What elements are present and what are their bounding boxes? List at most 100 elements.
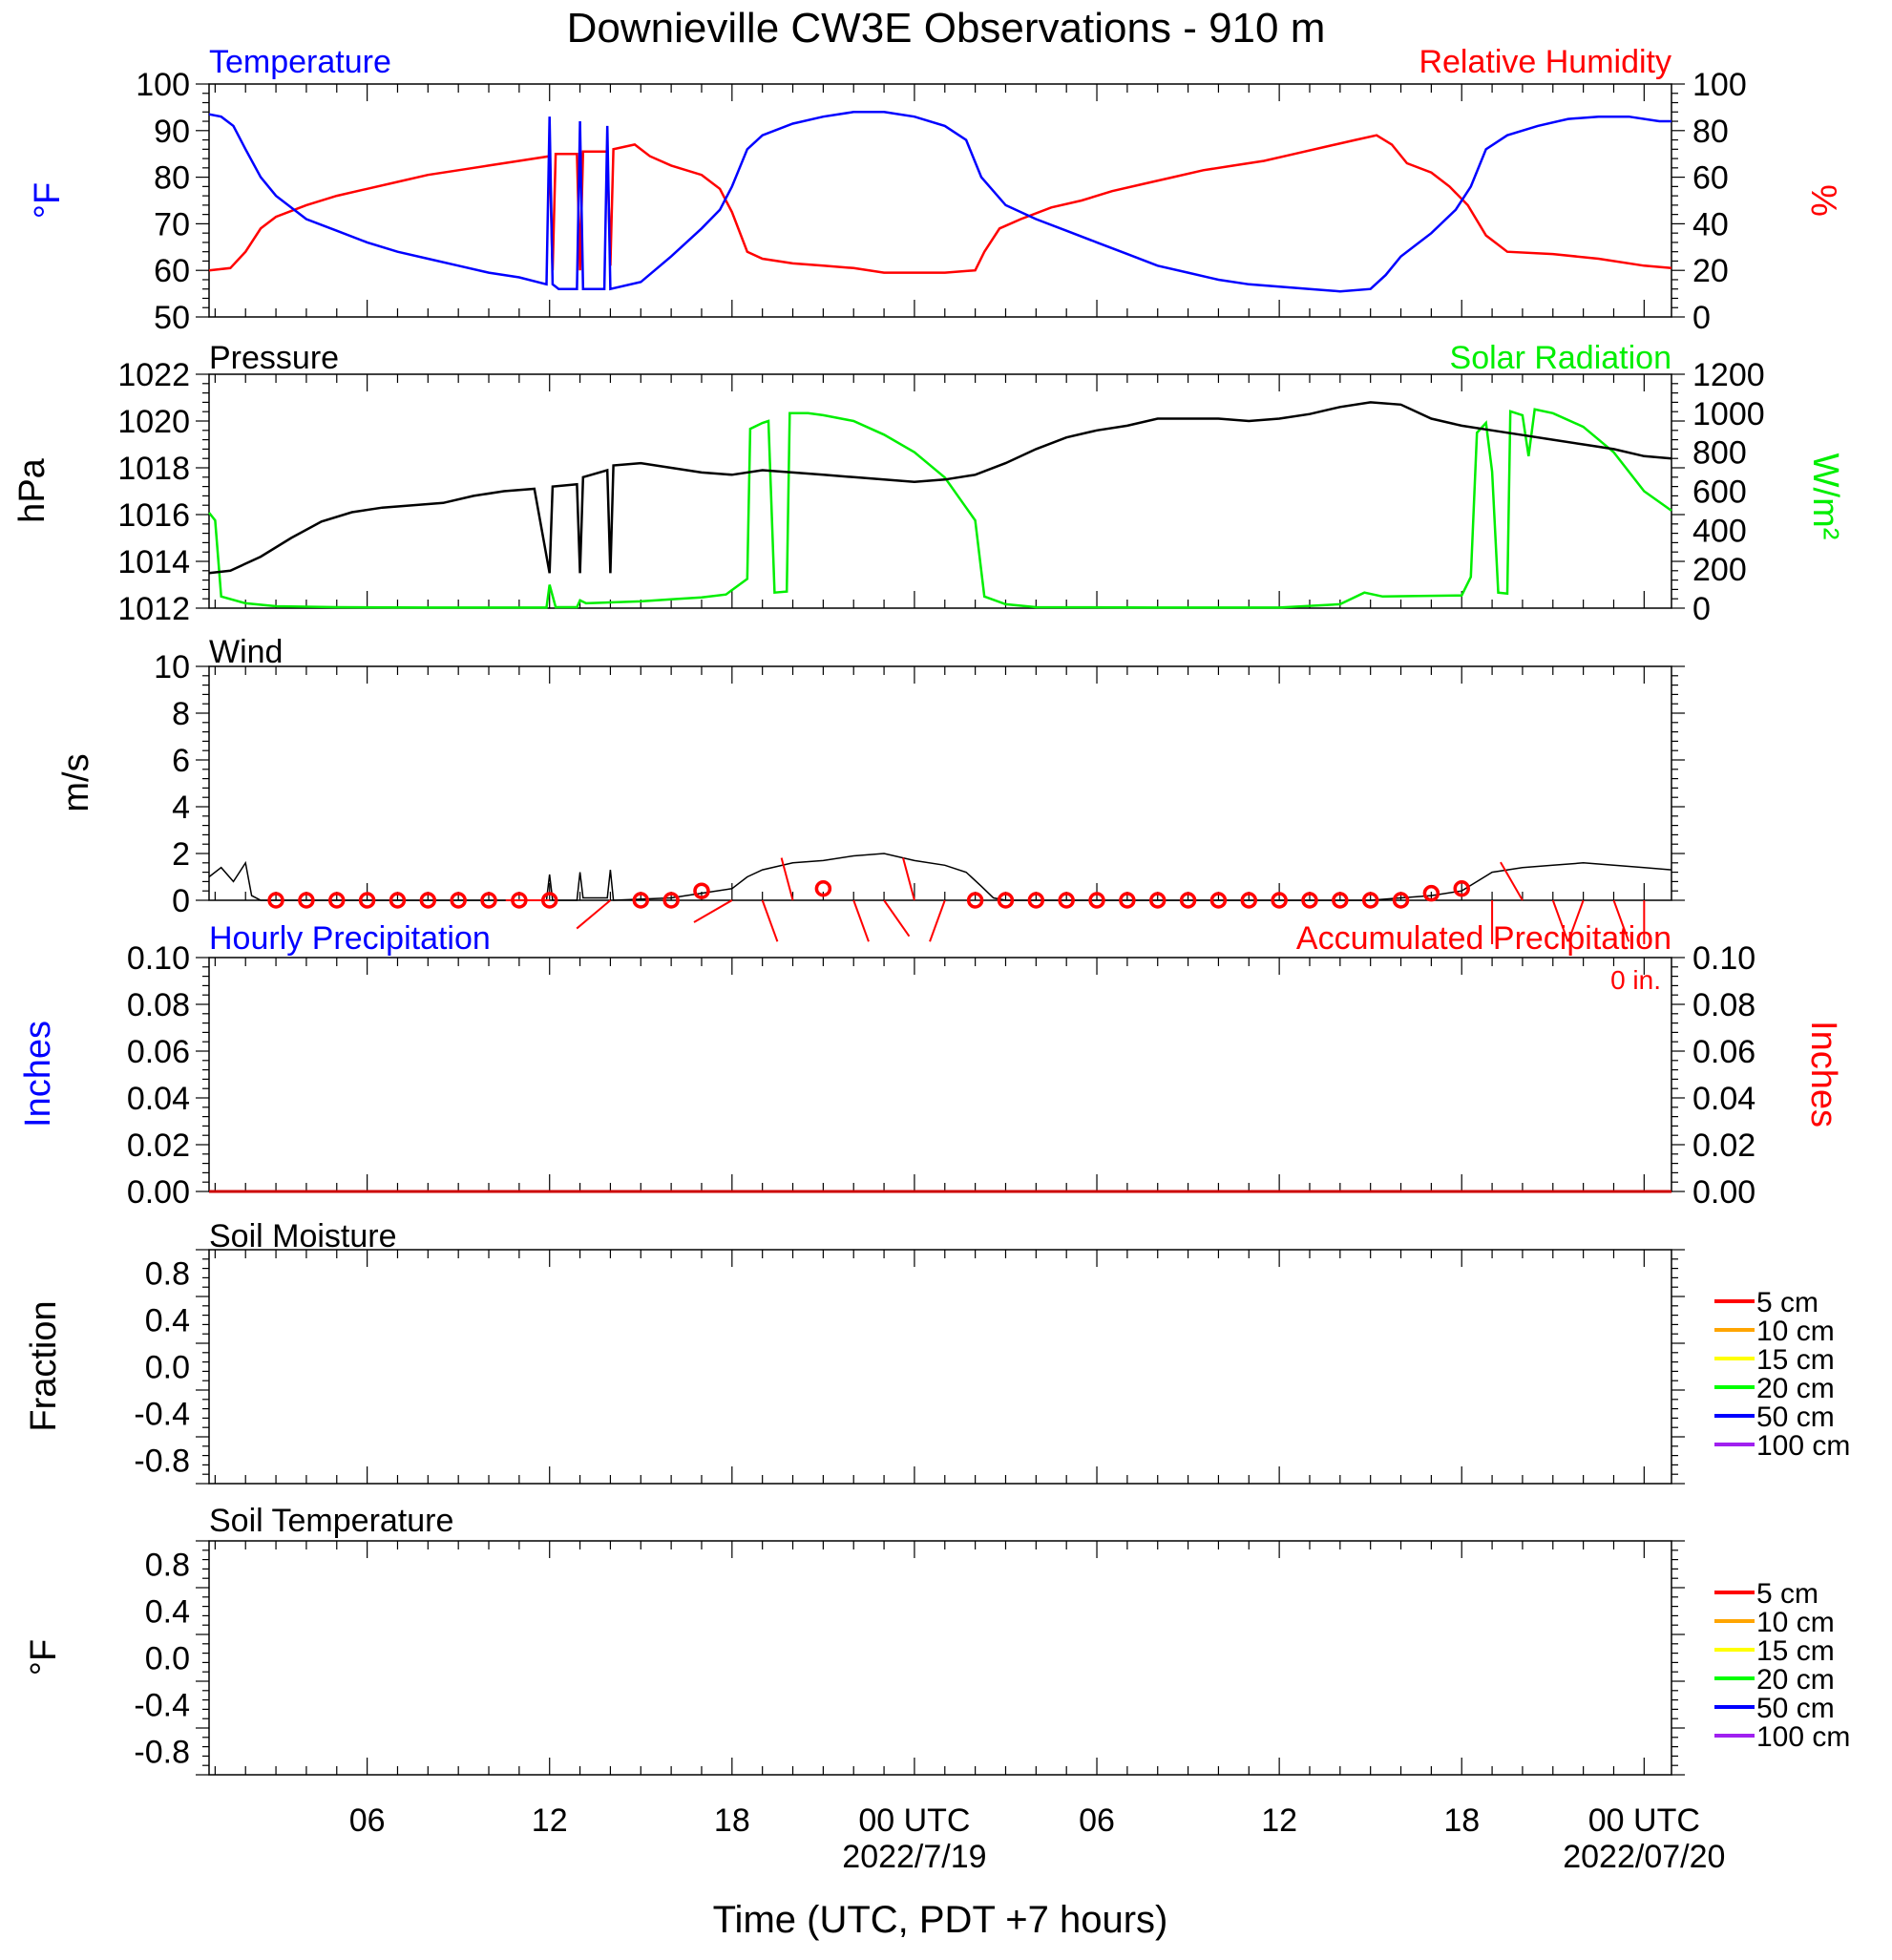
wind-tick-label: 2 [172,836,190,873]
soil-moisture-tick-label: 0.4 [145,1303,190,1339]
temperature-humidity-panel: Temperature Relative Humidity °F % 50 60 7… [28,44,1843,336]
precipitation-panel: Hourly Precipitation Accumulated Precipi… [18,920,1843,1211]
wind-tick-label: 8 [172,696,190,732]
humidity-tick-labels: 0 20 40 60 80 100 [1692,67,1747,336]
wind-tick-labels: 0 2 4 6 8 10 [154,649,190,919]
x-tick-label: 18 [1443,1802,1480,1839]
legend-label: 10 cm [1756,1316,1835,1347]
calm-wind-circle [662,892,680,909]
precipitation-plot-frame [208,957,1672,1192]
pressure-tick-labels: 1012 1014 1016 1018 1020 1022 [117,357,190,627]
temperature-ylabel: °F [28,182,68,219]
hourly-precip-tick-label: 0.06 [127,1034,190,1070]
soil-moisture-tick-label: -0.8 [134,1444,190,1480]
calm-wind-circle [298,892,315,909]
soil-temperature-title: Soil Temperature [209,1503,453,1539]
pressure-tick-label: 1020 [117,404,190,440]
hourly-precip-tick-label: 0.04 [127,1081,190,1117]
calm-wind-circle [480,892,497,909]
wind-title: Wind [209,634,283,670]
wind-barbs [267,857,1646,944]
x-axis-label: Time (UTC, PDT +7 hours) [713,1899,1168,1941]
calm-wind-circle [1027,892,1045,909]
accum-precip-tick-label: 0.06 [1692,1034,1755,1070]
legend-label: 100 cm [1756,1721,1850,1753]
legend-label: 20 cm [1756,1664,1835,1696]
wind-tick-label: 4 [172,790,190,826]
soil-moisture-tick-label: 0.8 [145,1256,190,1293]
pressure-line [208,401,1672,575]
solar-tick-label: 200 [1692,552,1747,588]
calm-wind-circle [328,892,346,909]
soil-moisture-panel: Soil Moisture Fraction -0.8 -0.4 0.0 0.4 0.8… [24,1218,1850,1485]
calm-wind-circle [632,892,650,909]
humidity-title: Relative Humidity [1419,44,1671,80]
hourly-precip-title: Hourly Precipitation [209,920,491,957]
hourly-precip-tick-label: 0.10 [127,940,190,977]
calm-wind-circle [450,892,467,909]
accum-precip-title: Accumulated Precipitation [1296,920,1671,957]
light-wind-circle [693,882,710,899]
soil-temperature-tick-marks [196,1540,1685,1776]
x-tick-label: 06 [349,1802,386,1839]
temperature-tick-label: 70 [154,206,190,242]
soil-moisture-tick-label: 0.0 [145,1350,190,1386]
temperature-tick-label: 60 [154,253,190,289]
calm-wind-circle [419,892,437,909]
soil-temperature-panel: Soil Temperature °F -0.8 -0.4 0.0 0.4 0.8 5 … [24,1503,1850,1776]
calm-wind-circle [966,892,984,909]
pressure-tick-marks [196,373,1685,609]
wind-barb [1566,899,1585,942]
legend-label: 15 cm [1756,1344,1835,1376]
calm-wind-circle [1119,892,1136,909]
solar-title: Solar Radiation [1450,340,1671,376]
figure-title: Downieville CW3E Observations - 910 m [567,5,1326,52]
calm-wind-circle [1088,892,1105,909]
relative-humidity-line [208,134,1672,274]
pressure-ylabel: hPa [12,457,53,522]
accum-precip-tick-label: 0.08 [1692,987,1755,1023]
temperature-tick-label: 90 [154,114,190,150]
soil-moisture-tick-marks [196,1249,1685,1485]
x-tick-date-label: 2022/7/19 [842,1839,986,1875]
calm-wind-circle [1392,892,1410,909]
temperature-line [208,111,1671,293]
humidity-tick-label: 60 [1692,160,1729,197]
x-tick-date-label: 2022/07/20 [1563,1839,1725,1875]
legend-label: 15 cm [1756,1635,1835,1667]
pressure-solar-panel: Pressure Solar Radiation hPa W/m² 101210… [12,340,1845,627]
legend-label: 50 cm [1756,1693,1835,1724]
humidity-tick-label: 0 [1692,300,1711,336]
wind-barb [929,899,946,942]
wind-barb [902,857,915,901]
calm-wind-circle [1148,892,1167,909]
calm-wind-circle [997,892,1015,909]
pressure-tick-label: 1014 [117,544,190,580]
wind-tick-marks [196,665,1685,901]
calm-wind-circle [1240,892,1258,909]
solar-tick-label: 600 [1692,474,1747,511]
calm-wind-circle [267,892,284,909]
calm-wind-circle [389,892,407,909]
accum-precip-tick-label: 0.04 [1692,1081,1755,1117]
x-tick-label: 00 UTC [1588,1802,1700,1839]
soil-temperature-plot-frame [208,1540,1672,1776]
calm-wind-circle [1179,892,1197,909]
temperature-tick-labels: 50 60 70 80 90 100 [136,67,190,336]
pressure-title: Pressure [209,340,339,376]
temperature-tick-label: 80 [154,160,190,197]
light-wind-circle [1453,880,1470,897]
solar-ylabel: W/m² [1805,453,1845,540]
wind-barb [780,857,794,901]
soil-moisture-ylabel: Fraction [24,1300,64,1431]
humidity-ylabel: % [1803,184,1843,217]
temperature-plot-frame [208,83,1672,318]
soil-moisture-tick-label: -0.4 [134,1397,190,1433]
solar-tick-label: 800 [1692,435,1747,472]
humidity-tick-label: 20 [1692,253,1729,289]
calm-wind-circle [1301,892,1318,909]
